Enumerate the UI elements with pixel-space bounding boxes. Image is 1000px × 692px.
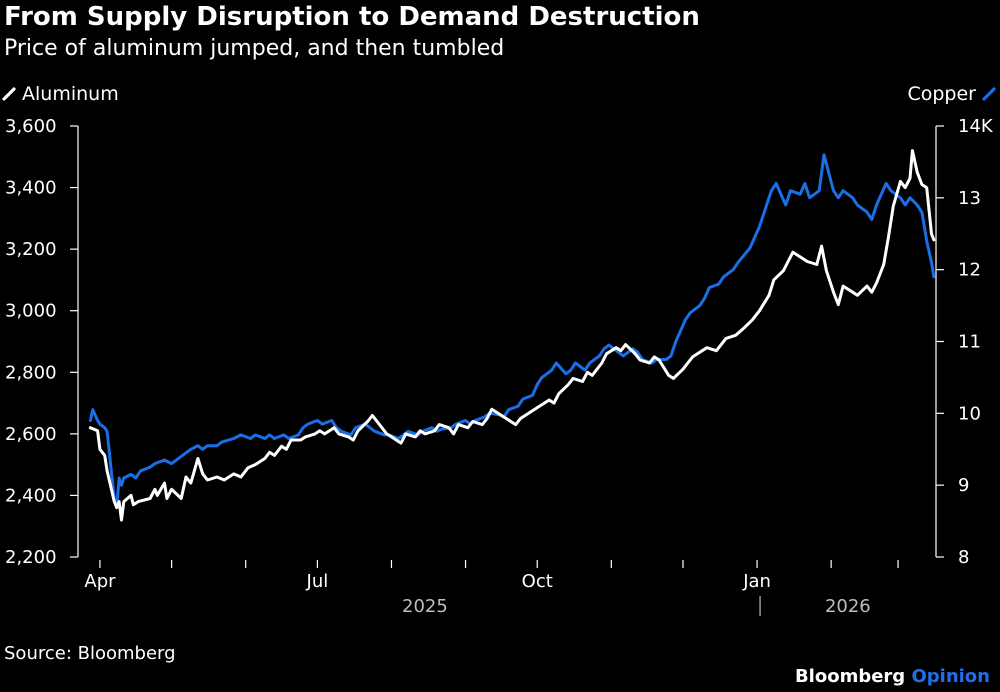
x-year-label: 2025 <box>402 596 448 617</box>
series-line-aluminum <box>88 149 936 522</box>
y-right-tick-label: 9 <box>958 475 969 496</box>
y-left-tick-label: 3,600 <box>5 116 57 137</box>
y-right-tick-label: 13 <box>958 188 981 209</box>
x-tick-label: Jan <box>742 571 771 592</box>
source-note: Source: Bloomberg <box>4 643 176 664</box>
y-right-tick-label: 14K <box>958 116 994 137</box>
y-left-tick-label: 2,200 <box>5 547 57 568</box>
brand-secondary: Opinion <box>911 666 990 687</box>
legend-copper: Copper <box>907 80 996 108</box>
y-left-tick-label: 2,400 <box>5 485 57 506</box>
brand-logo: Bloomberg Opinion <box>795 664 990 690</box>
y-right-tick-label: 8 <box>958 547 969 568</box>
brand-primary: Bloomberg <box>794 666 906 687</box>
x-tick-label: Apr <box>84 571 116 592</box>
series-layer <box>88 149 936 522</box>
x-tick-label: Jul <box>306 571 329 592</box>
legend-label-copper: Copper <box>907 83 976 105</box>
y-left-tick-label: 3,400 <box>5 178 57 199</box>
series-line-copper <box>88 153 936 509</box>
chart-subtitle: Price of aluminum jumped, and then tumbl… <box>4 36 505 61</box>
y-right-tick-label: 11 <box>958 332 981 353</box>
axes: 2,200 2,400 2,600 2,800 3,000 3,200 3,400 3,600… <box>5 116 994 617</box>
x-year-label: 2026 <box>825 596 871 617</box>
y-right-tick-label: 10 <box>958 403 981 424</box>
x-tick-label: Oct <box>522 571 553 592</box>
y-left-tick-label: 2,800 <box>5 362 57 383</box>
y-left-tick-label: 3,000 <box>5 301 57 322</box>
legend-label-aluminum: Aluminum <box>22 83 119 105</box>
y-left-tick-label: 2,600 <box>5 424 57 445</box>
slash-line-icon <box>2 87 16 101</box>
legend-aluminum: Aluminum <box>2 80 119 108</box>
chart-title: From Supply Disruption to Demand Destruc… <box>4 2 700 32</box>
y-right-tick-label: 12 <box>958 260 981 281</box>
y-left-tick-label: 3,200 <box>5 239 57 260</box>
slash-line-icon <box>982 87 996 101</box>
